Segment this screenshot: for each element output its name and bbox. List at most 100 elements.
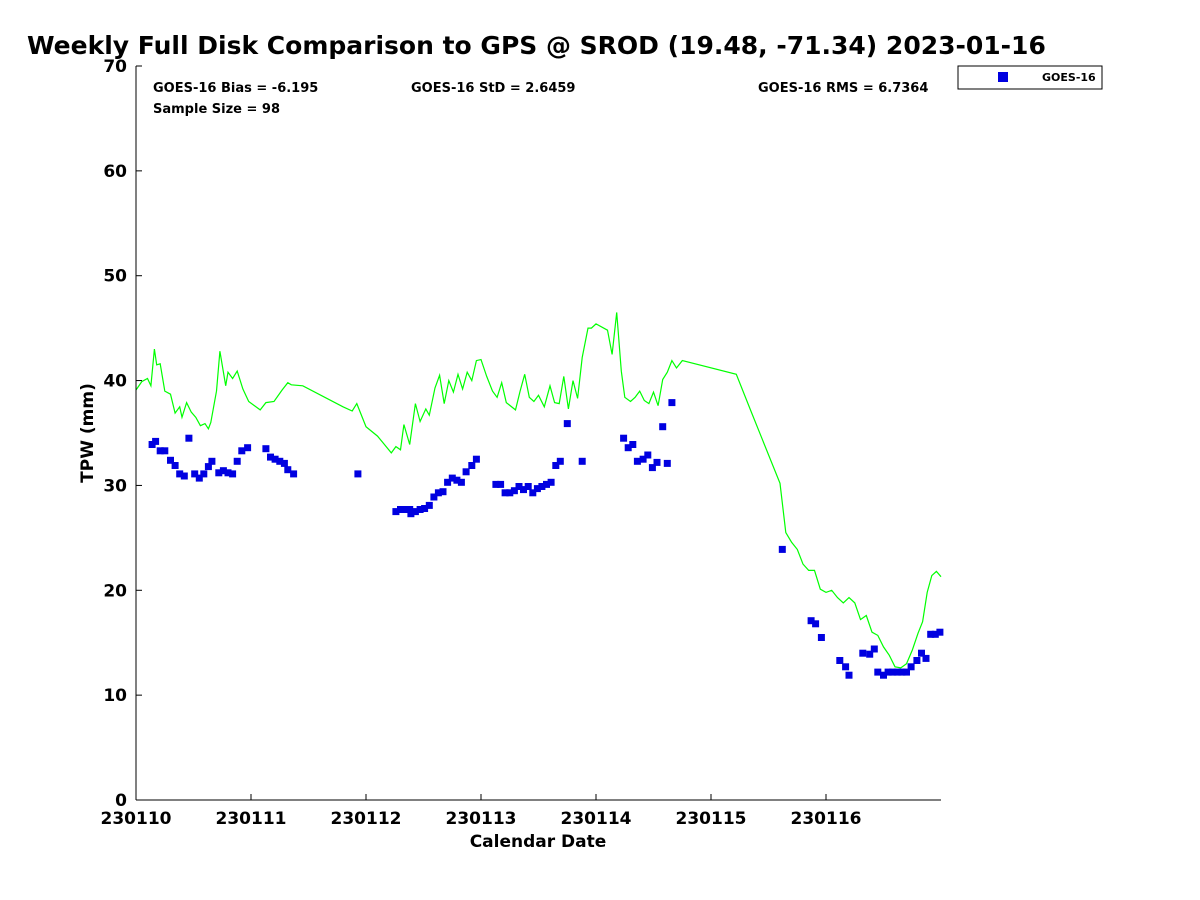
goes-16-point	[880, 671, 887, 679]
goes-16-point	[171, 462, 179, 469]
goes-16-point	[468, 462, 476, 469]
goes-16-point	[238, 447, 246, 455]
goes-16-point	[898, 668, 906, 676]
goes-16-point	[195, 474, 203, 482]
x-tick-label: 230114	[561, 809, 632, 829]
x-tick-label: 230116	[791, 809, 862, 829]
goes-16-point	[624, 444, 632, 452]
goes-16-point	[668, 399, 676, 407]
x-tick-label: 230112	[331, 809, 402, 829]
goes-16-point	[191, 470, 199, 478]
x-tick-label: 230110	[101, 809, 172, 829]
legend: GOES-16	[957, 65, 1103, 90]
goes-16-point	[434, 489, 442, 497]
goes-16-point	[653, 458, 661, 466]
goes-16-point	[290, 470, 298, 478]
goes-16-series	[148, 399, 944, 679]
goes-16-point	[448, 474, 456, 482]
goes-16-point	[936, 628, 944, 636]
goes-16-point	[497, 480, 505, 488]
goes-16-point	[874, 668, 882, 676]
legend-box	[957, 65, 1103, 90]
gps-series	[135, 312, 942, 669]
goes-16-point	[501, 489, 509, 497]
goes-16-point	[208, 457, 216, 465]
goes-16-point	[639, 455, 647, 463]
legend-label-goes-16: GOES-16	[1042, 71, 1096, 84]
goes-16-point	[563, 420, 571, 428]
goes-16-point	[533, 485, 541, 493]
goes-16-point	[884, 668, 892, 676]
goes-16-point	[462, 468, 470, 476]
y-axis-label: TPW (mm)	[78, 383, 98, 483]
goes-16-point	[845, 671, 853, 679]
goes-16-point	[421, 505, 429, 512]
goes-16-point	[836, 657, 844, 664]
std-stat: GOES-16 StD = 2.6459	[411, 81, 575, 96]
goes-16-point	[224, 469, 232, 477]
x-tick-label: 230111	[216, 809, 287, 829]
goes-16-point	[229, 470, 237, 478]
goes-16-point	[870, 645, 878, 653]
y-tick-label: 50	[103, 267, 127, 287]
goes-16-point	[644, 451, 652, 459]
goes-16-point	[893, 668, 901, 676]
goes-16-point	[233, 457, 241, 465]
goes-16-point	[922, 654, 930, 662]
plot-area	[136, 66, 941, 800]
goes-16-point	[515, 483, 523, 490]
goes-16-point	[244, 444, 252, 452]
gps-line	[135, 312, 942, 669]
goes-16-point	[204, 463, 212, 471]
goes-16-point	[152, 437, 160, 445]
goes-16-point	[778, 545, 786, 553]
goes-16-point	[543, 480, 550, 488]
goes-16-point	[578, 457, 586, 465]
rms-stat: GOES-16 RMS = 6.7364	[758, 81, 928, 96]
sample-size-stat: Sample Size = 98	[153, 102, 280, 117]
goes-16-point	[659, 423, 667, 431]
goes-16-point	[439, 488, 447, 496]
goes-16-point	[918, 649, 925, 657]
goes-16-point	[284, 466, 292, 474]
goes-16-point	[663, 459, 671, 467]
goes-16-point	[425, 501, 433, 509]
goes-16-point	[354, 470, 362, 478]
goes-16-point	[271, 455, 279, 463]
goes-16-point	[167, 456, 174, 464]
goes-16-point	[406, 506, 414, 513]
goes-16-point	[547, 478, 555, 486]
goes-16-point	[472, 455, 480, 463]
goes-16-point	[215, 469, 223, 477]
goes-16-point	[538, 483, 546, 490]
chart-title: Weekly Full Disk Comparison to GPS @ SRO…	[27, 31, 1046, 60]
goes-16-point	[219, 467, 227, 475]
goes-16-point	[492, 480, 500, 488]
goes-16-point	[392, 508, 400, 516]
goes-16-point	[556, 457, 564, 465]
x-tick-label: 230115	[676, 809, 747, 829]
x-axis-label: Calendar Date	[470, 832, 607, 852]
y-tick-label: 70	[103, 57, 127, 77]
goes-16-point	[156, 447, 164, 455]
goes-16-point	[807, 617, 815, 625]
goes-16-point	[430, 493, 438, 501]
goes-16-point	[842, 663, 850, 671]
goes-16-point	[267, 453, 274, 461]
goes-16-point	[907, 663, 915, 671]
goes-16-point	[411, 508, 419, 516]
goes-16-point	[397, 506, 404, 513]
goes-16-point	[648, 464, 656, 472]
goes-16-point	[506, 489, 514, 497]
goes-16-point	[176, 470, 184, 478]
goes-16-point	[200, 470, 208, 478]
x-axis-ticks: 230110 230111 230112 230113 230114 230115 2301…	[101, 794, 862, 829]
goes-16-point	[931, 630, 939, 638]
goes-16-point	[453, 476, 461, 484]
goes-16-point	[520, 486, 527, 494]
goes-16-point	[276, 457, 284, 465]
goes-16-point	[529, 489, 537, 497]
goes-16-point	[524, 483, 532, 490]
goes-16-point	[859, 649, 867, 657]
